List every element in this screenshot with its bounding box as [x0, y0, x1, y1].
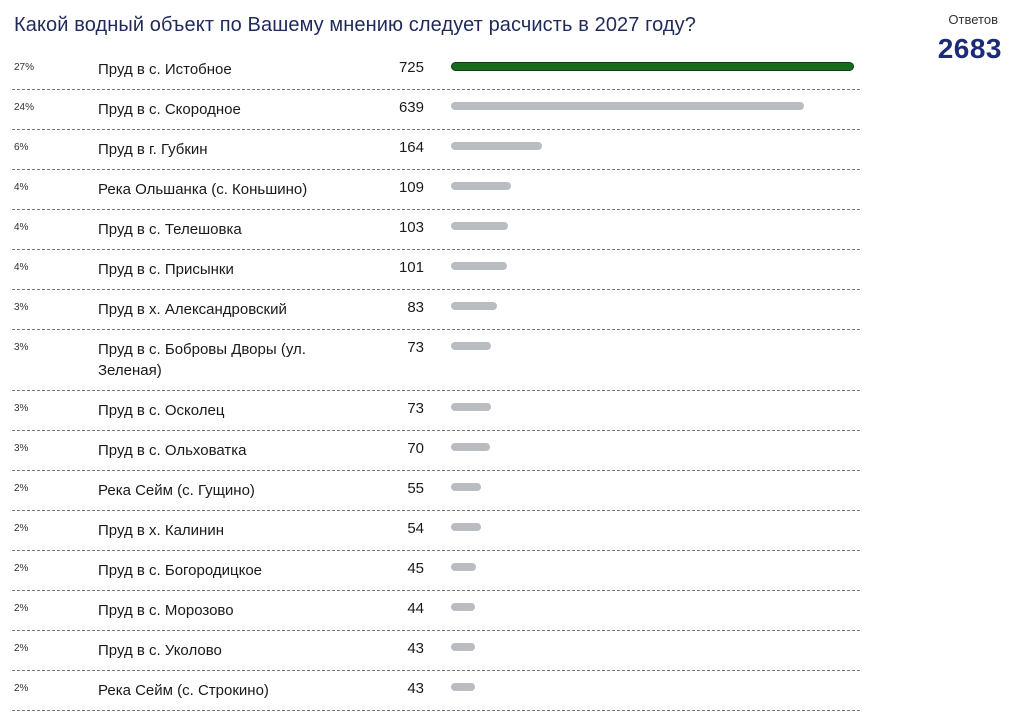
answers-total: 2683 — [937, 33, 1002, 64]
result-row: 3% Пруд в х. Александровский 83 — [12, 290, 860, 330]
percent-label: 3% — [14, 302, 29, 313]
category-label: Пруд в с. Бобровы Дворы (ул. Зеленая) — [98, 341, 306, 379]
result-row: 6% Пруд в г. Губкин 164 — [12, 130, 860, 170]
result-bar — [451, 102, 804, 110]
percent-label: 2% — [14, 683, 29, 694]
category-label: Река Сейм (с. Гущино) — [98, 482, 255, 499]
vote-count: 109 — [398, 179, 424, 196]
result-bar — [451, 222, 508, 230]
result-bar — [451, 142, 542, 150]
result-row: 27% Пруд в с. Истобное 725 — [12, 50, 860, 90]
poll-question: Какой водный объект по Вашему мнению сле… — [14, 14, 696, 36]
category-label: Пруд в с. Телешовка — [98, 221, 242, 238]
result-bar — [451, 683, 475, 691]
percent-label: 2% — [14, 523, 29, 534]
result-bar — [451, 563, 476, 571]
vote-count: 54 — [407, 520, 424, 537]
category-label: Река Сейм (с. Строкино) — [98, 682, 269, 699]
result-row: 2% Река Сейм (с. Гущино) 55 — [12, 471, 860, 511]
answers-label: Ответов — [948, 12, 998, 27]
result-bar — [451, 483, 481, 491]
percent-label: 27% — [14, 62, 35, 73]
result-bar — [451, 603, 475, 611]
result-bar — [451, 62, 854, 71]
vote-count: 83 — [407, 299, 424, 316]
result-bar — [451, 342, 491, 350]
answers-summary: Ответов 2683 — [938, 12, 1002, 65]
result-bar — [451, 182, 511, 190]
result-row: 24% Пруд в с. Скородное 639 — [12, 90, 860, 130]
category-label: Пруд в с. Морозово — [98, 602, 234, 619]
result-bar — [451, 302, 497, 310]
vote-count: 43 — [407, 680, 424, 697]
result-bar — [451, 523, 481, 531]
vote-count: 70 — [407, 440, 424, 457]
category-label: Пруд в с. Осколец — [98, 402, 225, 419]
vote-count: 164 — [398, 139, 424, 156]
result-row: 2% Пруд в с. Богородицкое 45 — [12, 551, 860, 591]
vote-count: 44 — [407, 600, 424, 617]
vote-count: 73 — [407, 339, 424, 356]
result-row: 4% Пруд в с. Присынки 101 — [12, 250, 860, 290]
percent-label: 3% — [14, 342, 29, 353]
percent-label: 4% — [14, 182, 29, 193]
result-row: 2% Река Сейм (с. Строкино) 43 — [12, 671, 860, 711]
vote-count: 73 — [407, 400, 424, 417]
result-bar — [451, 403, 491, 411]
category-label: Река Ольшанка (с. Коньшино) — [98, 181, 308, 198]
result-row: 2% Пруд в с. Морозово 44 — [12, 591, 860, 631]
percent-label: 3% — [14, 403, 29, 414]
vote-count: 639 — [398, 99, 424, 116]
category-label: Пруд в х. Александровский — [98, 301, 287, 318]
vote-count: 103 — [398, 219, 424, 236]
results-list: 27% Пруд в с. Истобное 725 24% Пруд в с. Ско… — [12, 50, 860, 711]
category-label: Пруд в г. Губкин — [98, 141, 208, 158]
category-label: Пруд в с. Уколово — [98, 642, 222, 659]
percent-label: 24% — [14, 102, 35, 113]
result-row: 3% Пруд в с. Осколец 73 — [12, 391, 860, 431]
percent-label: 4% — [14, 222, 29, 233]
percent-label: 2% — [14, 643, 29, 654]
result-row: 3% Пруд в с. Ольховатка 70 — [12, 431, 860, 471]
result-bar — [451, 443, 490, 451]
category-label: Пруд в с. Скородное — [98, 101, 241, 118]
percent-label: 6% — [14, 142, 29, 153]
category-label: Пруд в с. Ольховатка — [98, 442, 247, 459]
percent-label: 2% — [14, 483, 29, 494]
vote-count: 45 — [407, 560, 424, 577]
result-row: 2% Пруд в х. Калинин 54 — [12, 511, 860, 551]
percent-label: 3% — [14, 443, 29, 454]
vote-count: 725 — [398, 59, 424, 76]
category-label: Пруд в х. Калинин — [98, 522, 225, 539]
percent-label: 2% — [14, 603, 29, 614]
category-label: Пруд в с. Богородицкое — [98, 562, 263, 579]
vote-count: 101 — [398, 259, 424, 276]
result-bar — [451, 262, 507, 270]
result-row: 2% Пруд в с. Уколово 43 — [12, 631, 860, 671]
result-bar — [451, 643, 475, 651]
category-label: Пруд в с. Присынки — [98, 261, 234, 278]
category-label: Пруд в с. Истобное — [98, 61, 232, 78]
vote-count: 55 — [407, 480, 424, 497]
percent-label: 4% — [14, 262, 29, 273]
result-row: 4% Пруд в с. Телешовка 103 — [12, 210, 860, 250]
vote-count: 43 — [407, 640, 424, 657]
percent-label: 2% — [14, 563, 29, 574]
result-row: 4% Река Ольшанка (с. Коньшино) 109 — [12, 170, 860, 210]
result-row: 3% Пруд в с. Бобровы Дворы (ул. Зеленая) 7… — [12, 330, 860, 391]
